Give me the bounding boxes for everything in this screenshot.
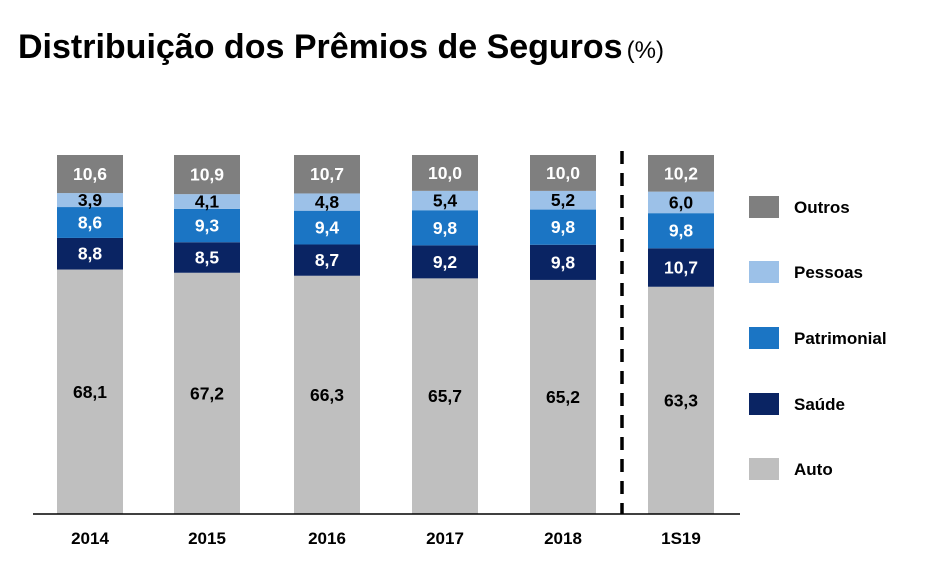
data-label-outros-2014: 10,6 — [73, 164, 107, 184]
bar-segment-outros-2014 — [57, 155, 123, 194]
legend-swatch-saude — [749, 393, 779, 415]
data-label-auto-2017: 65,7 — [428, 386, 462, 406]
data-label-pessoas-1s19: 6,0 — [669, 192, 694, 212]
bar-segment-patrimonial-2018 — [530, 209, 596, 245]
bar-segment-outros-2017 — [412, 155, 478, 191]
x-tick-label-2015: 2015 — [188, 529, 226, 548]
bar-segment-pessoas-2018 — [530, 190, 596, 210]
bar-segment-outros-2018 — [530, 155, 596, 191]
bar-segment-patrimonial-2017 — [412, 210, 478, 246]
x-tick-label-1s19: 1S19 — [661, 529, 701, 548]
bar-segment-patrimonial-2015 — [174, 208, 240, 243]
data-label-auto-2015: 67,2 — [190, 383, 224, 403]
data-label-patrimonial-2017: 9,8 — [433, 218, 458, 238]
legend-swatch-outros — [749, 196, 779, 218]
bar-segment-saude-2016 — [294, 244, 360, 276]
data-label-saude-2016: 8,7 — [315, 250, 339, 270]
data-label-pessoas-2014: 3,9 — [78, 190, 103, 210]
data-label-outros-1s19: 10,2 — [664, 163, 698, 183]
chart-title-unit: (%) — [626, 37, 664, 64]
data-label-outros-2018: 10,0 — [546, 163, 580, 183]
chart-title-text: Distribuição dos Prêmios de Seguros — [18, 28, 623, 66]
bar-segment-patrimonial-2014 — [57, 207, 123, 238]
bar-segment-saude-2015 — [174, 242, 240, 273]
data-label-saude-2018: 9,8 — [551, 252, 576, 272]
data-label-patrimonial-2018: 9,8 — [551, 217, 576, 237]
data-label-patrimonial-2014: 8,6 — [78, 212, 103, 232]
x-tick-label-2014: 2014 — [71, 529, 109, 548]
legend-swatch-auto — [749, 458, 779, 480]
bar-segment-auto-2015 — [174, 272, 240, 514]
legend-swatch-pessoas — [749, 261, 779, 283]
data-label-auto-2018: 65,2 — [546, 387, 580, 407]
data-label-outros-2015: 10,9 — [190, 165, 224, 185]
data-label-patrimonial-2016: 9,4 — [315, 218, 340, 238]
data-label-pessoas-2017: 5,4 — [433, 191, 458, 211]
data-label-pessoas-2016: 4,8 — [315, 192, 340, 212]
bar-segment-patrimonial-2016 — [294, 210, 360, 245]
bar-segment-auto-2016 — [294, 275, 360, 514]
data-label-patrimonial-1s19: 9,8 — [669, 221, 694, 241]
data-label-auto-2016: 66,3 — [310, 385, 344, 405]
bar-segment-saude-2018 — [530, 244, 596, 280]
x-tick-label-2017: 2017 — [426, 529, 464, 548]
bar-segment-outros-2016 — [294, 155, 360, 194]
legend-label-pessoas: Pessoas — [794, 263, 863, 282]
bar-segment-patrimonial-1s19 — [648, 213, 714, 249]
x-tick-label-2018: 2018 — [544, 529, 582, 548]
bar-segment-pessoas-2017 — [412, 190, 478, 211]
data-label-saude-2017: 9,2 — [433, 252, 458, 272]
bar-segment-pessoas-2016 — [294, 193, 360, 211]
bar-segment-auto-2014 — [57, 269, 123, 514]
bar-segment-outros-2015 — [174, 155, 240, 195]
bar-segment-auto-2018 — [530, 279, 596, 514]
legend-swatch-patrimonial — [749, 327, 779, 349]
bar-segment-auto-2017 — [412, 278, 478, 514]
bar-segment-saude-2014 — [57, 237, 123, 270]
data-label-outros-2017: 10,0 — [428, 163, 462, 183]
data-label-pessoas-2015: 4,1 — [195, 191, 220, 211]
bar-segment-pessoas-1s19 — [648, 191, 714, 214]
bar-segment-pessoas-2014 — [57, 193, 123, 208]
data-label-outros-2016: 10,7 — [310, 164, 344, 184]
data-label-saude-2015: 8,5 — [195, 247, 220, 267]
data-label-pessoas-2018: 5,2 — [551, 190, 576, 210]
x-tick-label-2016: 2016 — [308, 529, 346, 548]
bar-segment-saude-1s19 — [648, 248, 714, 287]
chart-title: Distribuição dos Prêmios de Seguros (%) — [18, 28, 664, 67]
bar-segment-outros-1s19 — [648, 155, 714, 192]
legend-label-outros: Outros — [794, 198, 850, 217]
legend-label-auto: Auto — [794, 460, 833, 479]
data-label-saude-2014: 8,8 — [78, 244, 103, 264]
data-label-saude-1s19: 10,7 — [664, 258, 698, 278]
bar-segment-saude-2017 — [412, 245, 478, 279]
legend-label-patrimonial: Patrimonial — [794, 329, 887, 348]
data-label-auto-1s19: 63,3 — [664, 390, 698, 410]
data-label-auto-2014: 68,1 — [73, 382, 107, 402]
bar-segment-auto-1s19 — [648, 286, 714, 514]
legend-label-saude: Saúde — [794, 395, 845, 414]
data-label-patrimonial-2015: 9,3 — [195, 216, 220, 236]
bar-segment-pessoas-2015 — [174, 194, 240, 209]
